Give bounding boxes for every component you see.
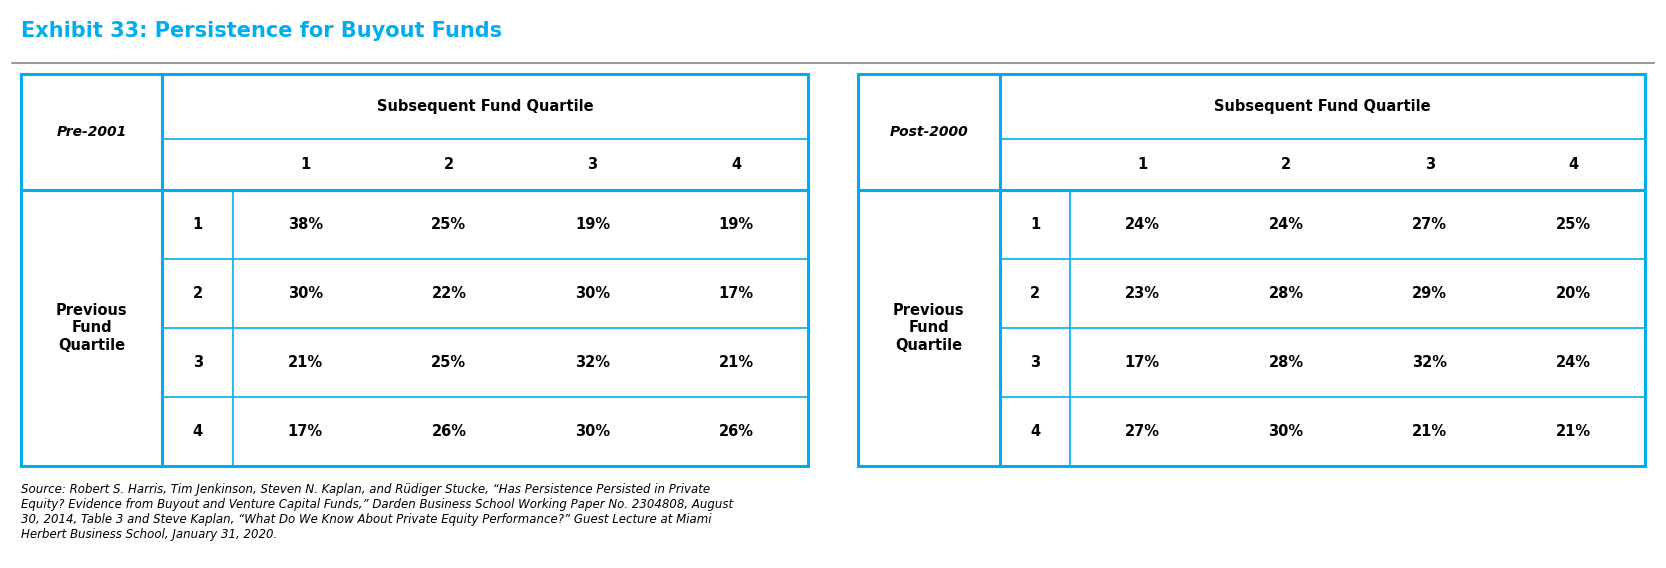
- Text: 28%: 28%: [1268, 286, 1303, 301]
- Text: 3: 3: [588, 157, 598, 172]
- Bar: [858, 74, 1646, 466]
- Text: 20%: 20%: [1556, 286, 1591, 301]
- Text: 3: 3: [1030, 355, 1040, 370]
- Text: 30%: 30%: [575, 424, 610, 439]
- Text: 21%: 21%: [1413, 424, 1448, 439]
- Text: 21%: 21%: [1556, 424, 1591, 439]
- Text: 26%: 26%: [718, 424, 753, 439]
- Text: Previous
Fund
Quartile: Previous Fund Quartile: [55, 303, 127, 353]
- Text: 4: 4: [1568, 157, 1578, 172]
- Text: 27%: 27%: [1125, 424, 1160, 439]
- Text: Exhibit 33: Persistence for Buyout Funds: Exhibit 33: Persistence for Buyout Funds: [20, 21, 501, 41]
- Bar: [1000, 74, 1646, 190]
- Text: Source: Robert S. Harris, Tim Jenkinson, Steven N. Kaplan, and Rüdiger Stucke, “: Source: Robert S. Harris, Tim Jenkinson,…: [20, 483, 733, 541]
- Text: 23%: 23%: [1125, 286, 1160, 301]
- Text: 24%: 24%: [1125, 217, 1160, 232]
- Text: 32%: 32%: [1413, 355, 1448, 370]
- Text: 38%: 38%: [288, 217, 323, 232]
- Text: 3: 3: [193, 355, 203, 370]
- Text: 25%: 25%: [431, 355, 466, 370]
- Text: 30%: 30%: [1268, 424, 1303, 439]
- Text: 1: 1: [1138, 157, 1148, 172]
- Text: 24%: 24%: [1268, 217, 1303, 232]
- Text: 21%: 21%: [288, 355, 323, 370]
- Text: 1: 1: [193, 217, 203, 232]
- Text: 2: 2: [443, 157, 453, 172]
- Text: Previous
Fund
Quartile: Previous Fund Quartile: [893, 303, 965, 353]
- Text: 24%: 24%: [1556, 355, 1591, 370]
- Text: Pre-2001: Pre-2001: [57, 125, 127, 139]
- Text: 4: 4: [731, 157, 741, 172]
- Text: 25%: 25%: [1556, 217, 1591, 232]
- Text: Post-2000: Post-2000: [890, 125, 968, 139]
- Text: 22%: 22%: [431, 286, 466, 301]
- Text: 29%: 29%: [1413, 286, 1448, 301]
- Text: 2: 2: [1281, 157, 1291, 172]
- Text: 32%: 32%: [575, 355, 610, 370]
- Text: 17%: 17%: [288, 424, 323, 439]
- Text: 25%: 25%: [431, 217, 466, 232]
- Text: 26%: 26%: [431, 424, 466, 439]
- Text: 28%: 28%: [1268, 355, 1303, 370]
- Bar: [20, 74, 808, 466]
- Text: 2: 2: [193, 286, 203, 301]
- Text: 17%: 17%: [1125, 355, 1160, 370]
- Text: 19%: 19%: [575, 217, 610, 232]
- Text: 30%: 30%: [575, 286, 610, 301]
- Text: 2: 2: [1030, 286, 1040, 301]
- Bar: [163, 74, 808, 190]
- Text: 27%: 27%: [1413, 217, 1448, 232]
- Text: 19%: 19%: [718, 217, 753, 232]
- Text: 3: 3: [1424, 157, 1434, 172]
- Text: 30%: 30%: [288, 286, 323, 301]
- Text: 1: 1: [1030, 217, 1040, 232]
- Text: Subsequent Fund Quartile: Subsequent Fund Quartile: [377, 99, 593, 114]
- Text: 4: 4: [193, 424, 203, 439]
- Text: 1: 1: [300, 157, 310, 172]
- Text: 21%: 21%: [718, 355, 753, 370]
- Text: 4: 4: [1030, 424, 1040, 439]
- Text: Subsequent Fund Quartile: Subsequent Fund Quartile: [1215, 99, 1431, 114]
- Text: 17%: 17%: [718, 286, 753, 301]
